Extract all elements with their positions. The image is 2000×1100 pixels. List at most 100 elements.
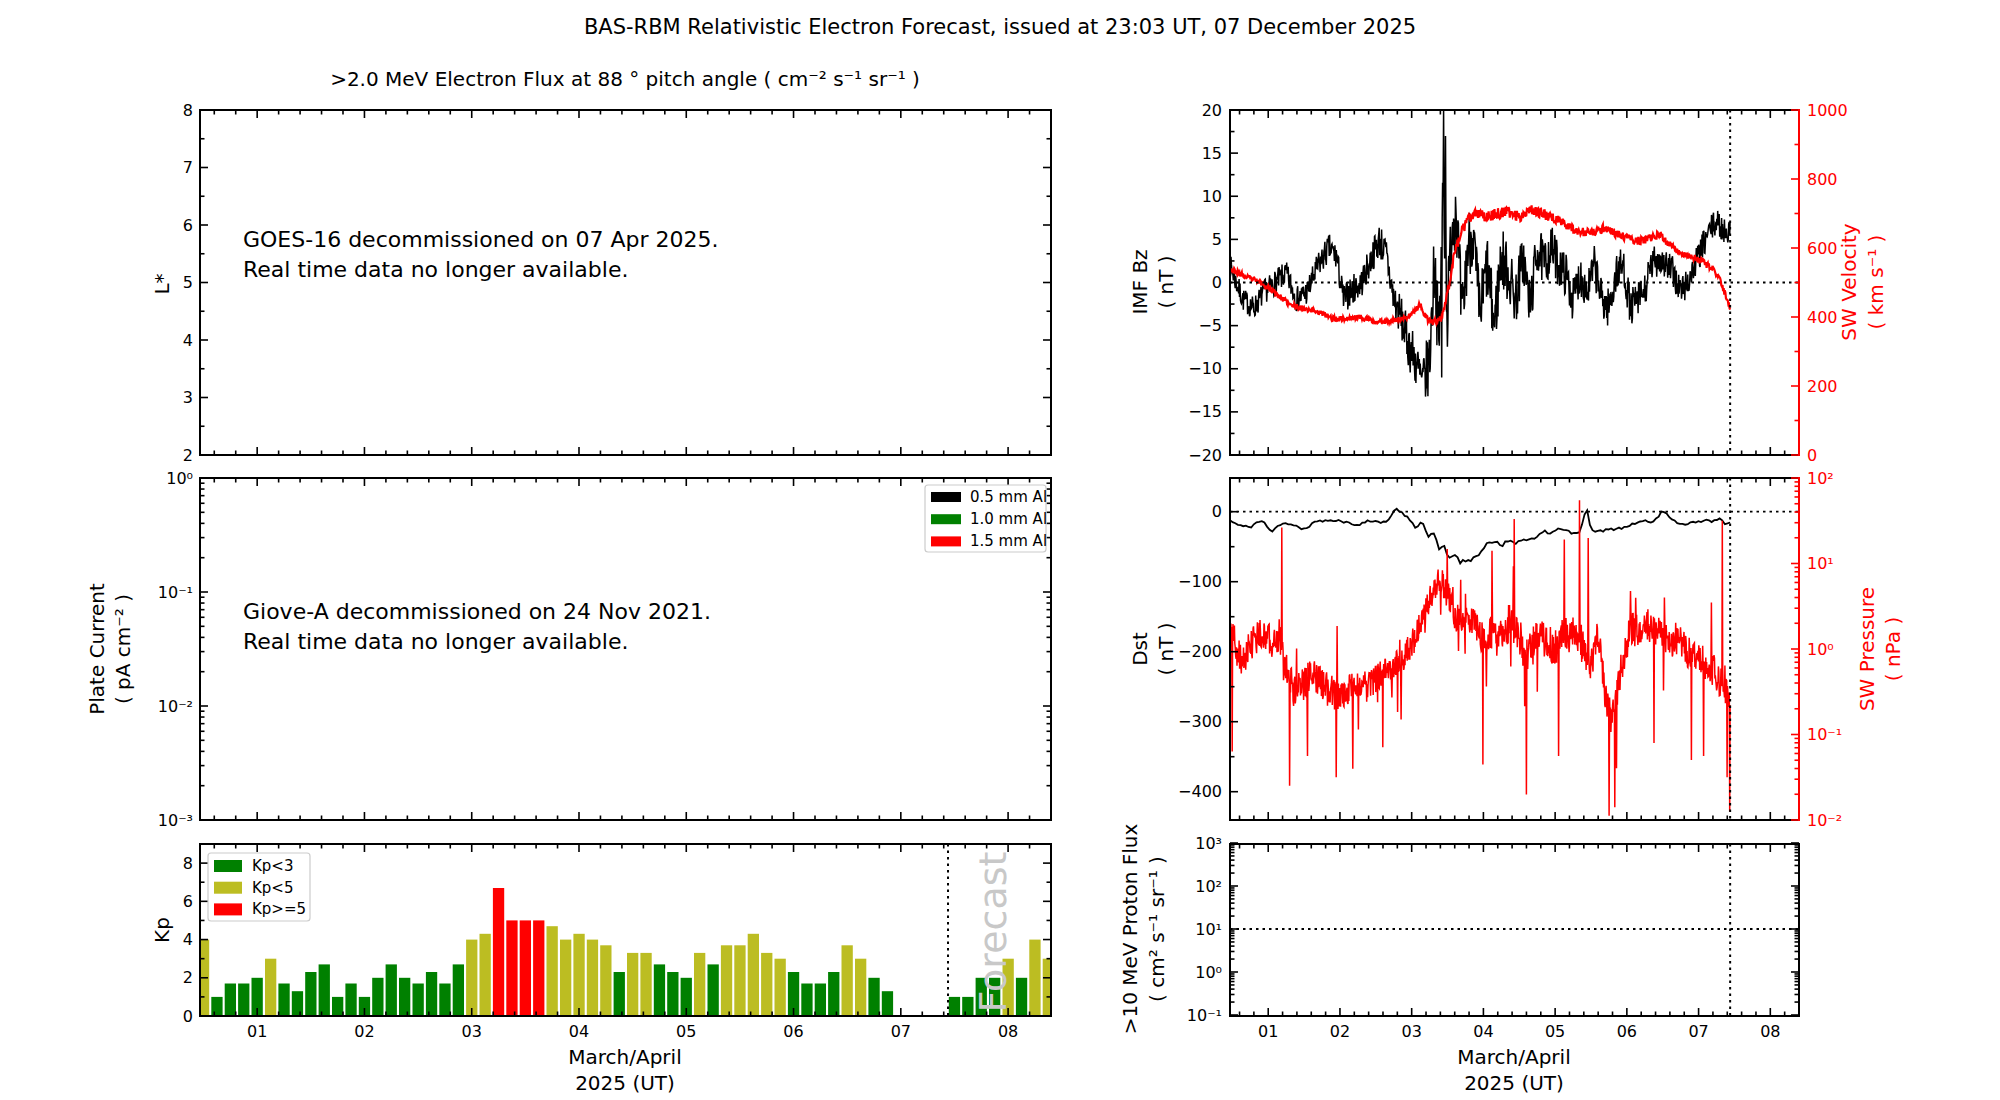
svg-text:−200: −200 <box>1178 642 1222 661</box>
svg-text:15: 15 <box>1202 144 1222 163</box>
svg-text:0: 0 <box>1212 273 1222 292</box>
svg-text:05: 05 <box>1545 1022 1565 1041</box>
svg-text:20: 20 <box>1202 101 1222 120</box>
svg-text:4: 4 <box>183 930 193 949</box>
svg-text:−20: −20 <box>1188 446 1222 465</box>
xlabel-left-line1: March/April <box>568 1047 681 1067</box>
svg-text:1.0 mm Al: 1.0 mm Al <box>970 510 1047 528</box>
xlabel-left-line2: 2025 (UT) <box>575 1073 675 1093</box>
svg-text:10⁻²: 10⁻² <box>158 697 193 716</box>
svg-text:−5: −5 <box>1198 316 1222 335</box>
svg-text:2: 2 <box>183 446 193 465</box>
svg-text:4: 4 <box>183 331 193 350</box>
svg-text:10: 10 <box>1202 187 1222 206</box>
svg-text:3: 3 <box>183 388 193 407</box>
svg-text:10⁻¹: 10⁻¹ <box>1807 725 1842 744</box>
imf-bz-ylabel-line1: IMF Bz <box>1130 249 1150 314</box>
svg-text:Kp<5: Kp<5 <box>252 879 293 897</box>
dst-ylabel-line1: Dst <box>1130 632 1150 666</box>
sw-pressure-ylabel-line2: ( nPa ) <box>1883 617 1903 681</box>
imf-bz-line <box>1230 110 1730 397</box>
giove-annotation-line1: Giove-A decommissioned on 24 Nov 2021. <box>243 601 711 623</box>
svg-text:10⁰: 10⁰ <box>166 469 193 488</box>
flux-ylabel: L* <box>152 273 172 294</box>
svg-text:5: 5 <box>183 273 193 292</box>
svg-text:6: 6 <box>183 892 193 911</box>
sw-pressure-ylabel-line1: SW Pressure <box>1857 587 1877 711</box>
svg-text:−100: −100 <box>1178 572 1222 591</box>
legend: 0.5 mm Al 1.0 mm Al 1.5 mm Al <box>925 485 1047 552</box>
svg-text:−15: −15 <box>1188 402 1222 421</box>
svg-text:2: 2 <box>183 968 193 987</box>
svg-text:06: 06 <box>783 1022 803 1041</box>
svg-text:10⁰: 10⁰ <box>1195 963 1222 982</box>
proton-flux-ylabel-line1: >10 MeV Proton Flux <box>1120 824 1140 1035</box>
svg-text:10⁻¹: 10⁻¹ <box>1187 1006 1222 1025</box>
svg-text:Kp<3: Kp<3 <box>252 857 293 875</box>
svg-text:10¹: 10¹ <box>1807 554 1834 573</box>
xlabel-right-line1: March/April <box>1457 1047 1570 1067</box>
svg-text:Kp>=5: Kp>=5 <box>252 900 306 918</box>
svg-text:10²: 10² <box>1195 877 1222 896</box>
svg-text:02: 02 <box>354 1022 374 1041</box>
figure-title: BAS-RBM Relativistic Electron Forecast, … <box>0 17 2000 38</box>
svg-text:10⁻¹: 10⁻¹ <box>158 583 193 602</box>
svg-text:−300: −300 <box>1178 712 1222 731</box>
figure: 876543210⁰10⁻¹10⁻²10⁻³864200102030405060… <box>0 0 2000 1100</box>
sw-velocity-ylabel-line2: ( km s⁻¹ ) <box>1866 235 1886 330</box>
svg-text:08: 08 <box>998 1022 1018 1041</box>
svg-text:1000: 1000 <box>1807 101 1848 120</box>
goes-annotation-line2: Real time data no longer available. <box>243 259 628 281</box>
xlabel-right-line2: 2025 (UT) <box>1464 1073 1564 1093</box>
svg-text:06: 06 <box>1617 1022 1637 1041</box>
svg-text:04: 04 <box>1473 1022 1493 1041</box>
svg-text:8: 8 <box>183 854 193 873</box>
svg-text:03: 03 <box>462 1022 482 1041</box>
svg-text:600: 600 <box>1807 239 1838 258</box>
plate-current-ylabel-line1: Plate Current <box>87 583 107 715</box>
svg-text:07: 07 <box>891 1022 911 1041</box>
svg-text:01: 01 <box>247 1022 267 1041</box>
imf-bz-sw-velocity-series <box>1230 110 1730 397</box>
dst-line <box>1230 509 1730 564</box>
legend: Kp<3 Kp<5 Kp>=5 <box>208 853 310 921</box>
svg-text:10³: 10³ <box>1195 834 1222 853</box>
svg-text:0: 0 <box>183 1007 193 1026</box>
plate-current-ylabel-line2: ( pA cm⁻² ) <box>113 594 133 704</box>
sw-pressure-line <box>1230 500 1730 816</box>
svg-text:10¹: 10¹ <box>1195 920 1222 939</box>
svg-text:05: 05 <box>676 1022 696 1041</box>
flux-panel-title: >2.0 MeV Electron Flux at 88 ° pitch ang… <box>330 69 920 89</box>
svg-text:0: 0 <box>1807 446 1817 465</box>
forecast-watermark: Forecast <box>974 852 1012 1013</box>
svg-text:−10: −10 <box>1188 359 1222 378</box>
svg-text:0: 0 <box>1212 502 1222 521</box>
goes-annotation-line1: GOES-16 decommissioned on 07 Apr 2025. <box>243 229 719 251</box>
svg-text:03: 03 <box>1402 1022 1422 1041</box>
svg-text:7: 7 <box>183 158 193 177</box>
svg-text:10⁻³: 10⁻³ <box>158 811 193 830</box>
dst-ylabel-line2: ( nT ) <box>1156 622 1176 675</box>
svg-text:0.5 mm Al: 0.5 mm Al <box>970 488 1047 506</box>
svg-text:08: 08 <box>1760 1022 1780 1041</box>
svg-text:400: 400 <box>1807 308 1838 327</box>
svg-text:10⁻²: 10⁻² <box>1807 811 1842 830</box>
svg-text:5: 5 <box>1212 230 1222 249</box>
svg-text:800: 800 <box>1807 170 1838 189</box>
svg-text:6: 6 <box>183 216 193 235</box>
svg-text:02: 02 <box>1330 1022 1350 1041</box>
svg-text:04: 04 <box>569 1022 589 1041</box>
svg-text:01: 01 <box>1258 1022 1278 1041</box>
giove-annotation-line2: Real time data no longer available. <box>243 631 628 653</box>
svg-text:07: 07 <box>1688 1022 1708 1041</box>
svg-text:8: 8 <box>183 101 193 120</box>
svg-text:10⁰: 10⁰ <box>1807 640 1834 659</box>
svg-text:1.5 mm Al: 1.5 mm Al <box>970 532 1047 550</box>
svg-text:10²: 10² <box>1807 469 1834 488</box>
kp-ylabel: Kp <box>152 917 172 943</box>
sw-velocity-ylabel-line1: SW Velocity <box>1839 223 1859 340</box>
svg-text:−400: −400 <box>1178 782 1222 801</box>
proton-flux-ylabel-line2: ( cm² s⁻¹ sr⁻¹ ) <box>1147 856 1167 1002</box>
svg-text:200: 200 <box>1807 377 1838 396</box>
imf-bz-ylabel-line2: ( nT ) <box>1156 255 1176 308</box>
